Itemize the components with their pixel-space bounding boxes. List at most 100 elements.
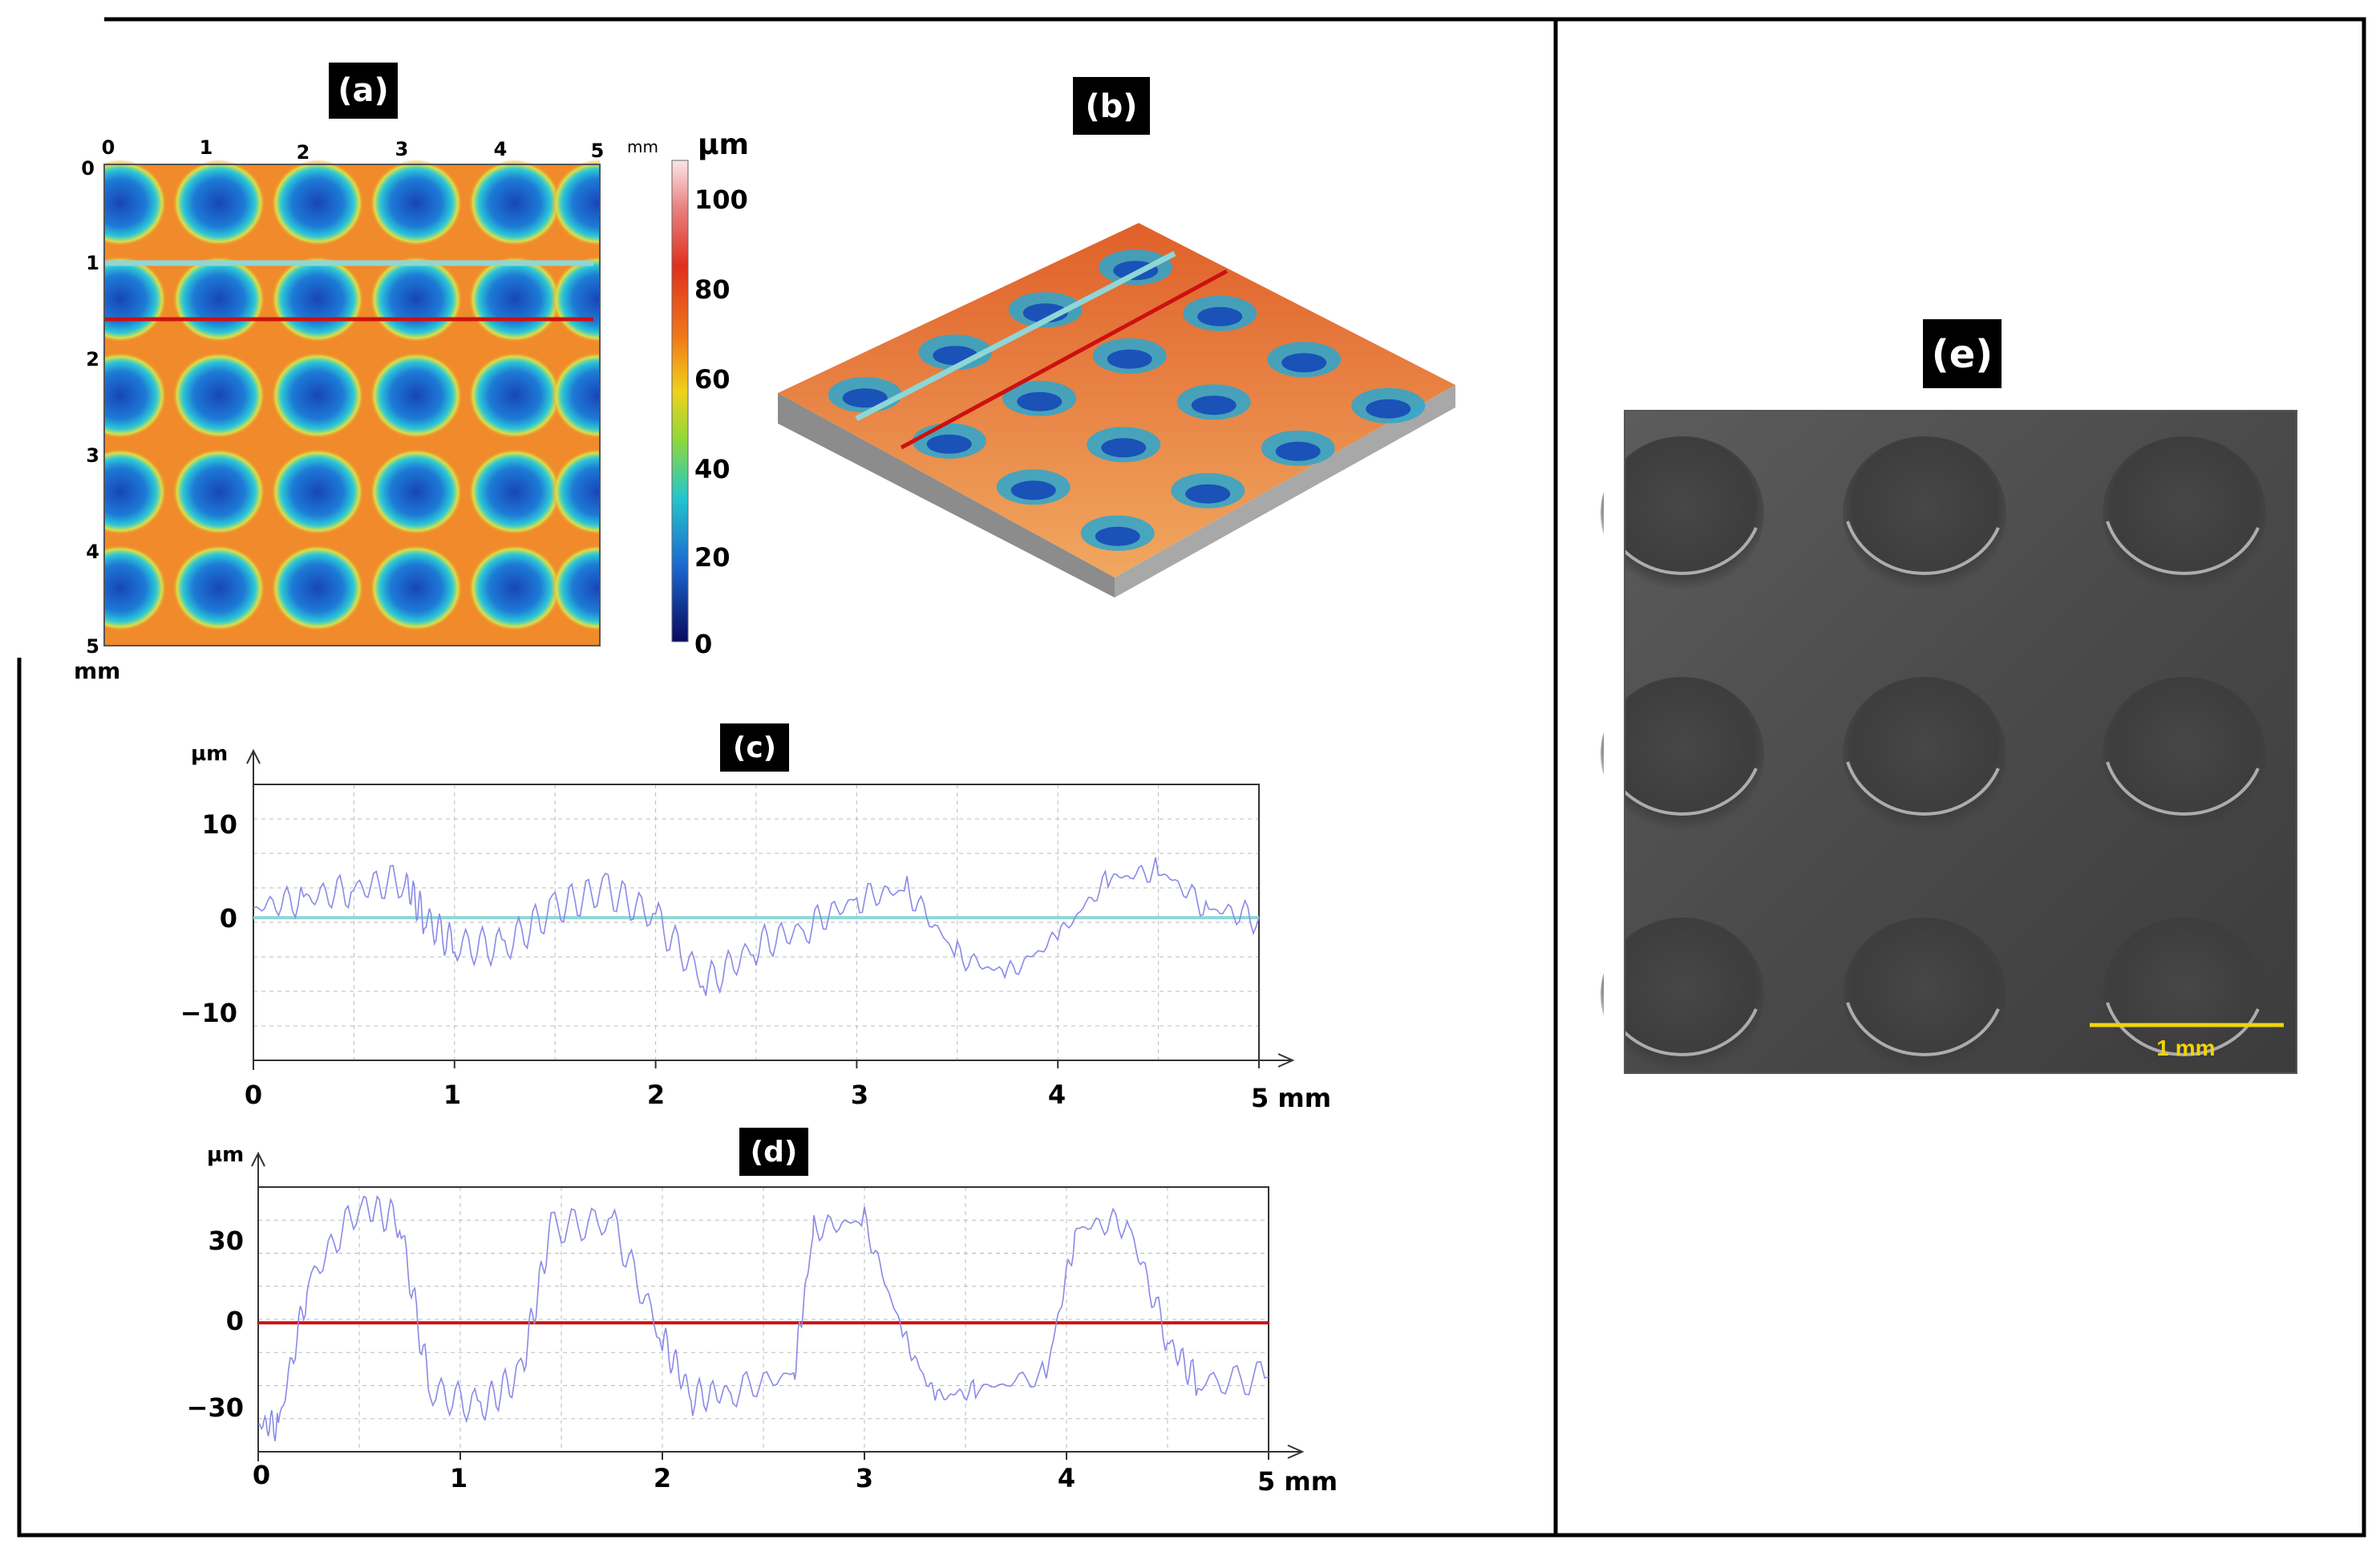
colorbar-unit: µm [698, 128, 749, 161]
c-y-unit: µm [191, 742, 228, 766]
scale-bar-label: 1 mm [2156, 1035, 2215, 1060]
dimple [468, 160, 561, 246]
colorbar-tick: 20 [694, 542, 731, 573]
sem-dimple [2103, 677, 2266, 831]
c-x-tick: 0 [245, 1080, 262, 1110]
dimple [370, 545, 463, 631]
panel-d: (d) µm 30 0 −30 0 1 2 3 4 5 mm [187, 1128, 1338, 1497]
y-tick: 0 [81, 157, 95, 180]
surface-dimple-core [1101, 438, 1147, 458]
x-tick: 5 [591, 140, 605, 162]
c-y-tick: 10 [201, 809, 237, 840]
y-tick: 1 [86, 252, 99, 274]
sem-dimple [1843, 436, 2006, 590]
surface-dimple-core [1197, 306, 1243, 326]
c-x-end-label: 5 mm [1251, 1083, 1331, 1113]
c-x-tick: 2 [647, 1080, 665, 1110]
sem-dimple [1601, 677, 1764, 831]
x-axis-arrow [1287, 1445, 1305, 1459]
panel-e: (e) 1 mm [1601, 319, 2345, 1097]
y-unit: mm [74, 658, 120, 684]
dimple [468, 256, 561, 342]
heatmap-mask [600, 144, 648, 658]
surface-dimple-core [1107, 349, 1152, 369]
surface-dimple-core [1017, 391, 1062, 411]
dimple [271, 545, 364, 631]
y-tick: 5 [86, 635, 99, 658]
profile-trace [253, 857, 1260, 996]
dimple [172, 352, 265, 439]
d-y-unit: µm [207, 1143, 244, 1167]
dimple [271, 256, 364, 342]
c-x-tick: 1 [443, 1080, 461, 1110]
sem-mask [1625, 393, 2297, 411]
y-tick: 3 [86, 444, 99, 467]
panel-e-label: (e) [1932, 332, 1993, 377]
sem-dimple-rim [2106, 761, 2260, 816]
surface-side-left [778, 393, 1115, 598]
d-x-end-label: 5 mm [1257, 1466, 1338, 1497]
x-axis-arrow [1277, 1053, 1295, 1068]
x-tick: 0 [102, 136, 115, 159]
dimple [172, 448, 265, 535]
c-y-tick: 0 [220, 903, 237, 934]
sem-dimples [1601, 393, 2345, 1097]
x-unit: mm [627, 137, 658, 156]
y-tick: 4 [86, 541, 99, 563]
colorbar-tick: 60 [694, 364, 731, 395]
heatmap-x-axis: 0 1 2 3 4 5 mm [102, 136, 658, 164]
c-x-tick: 4 [1048, 1080, 1066, 1110]
x-tick: 3 [395, 138, 409, 160]
d-y-tick: 30 [208, 1226, 244, 1256]
surface-side-right [1115, 385, 1455, 598]
d-x-tick: 1 [450, 1463, 468, 1493]
heatmap-y-axis: 0 1 2 3 4 5 mm [74, 157, 120, 684]
d-x-tick: 0 [253, 1460, 270, 1490]
chart-d [251, 1151, 1305, 1461]
d-x-tick: 2 [654, 1463, 671, 1493]
panel-b: (b) [778, 77, 1455, 598]
dimple [172, 160, 265, 246]
x-tick: 2 [297, 141, 310, 164]
c-x-tick: 3 [851, 1080, 868, 1110]
sem-mask [1625, 1073, 2297, 1097]
dimple [370, 160, 463, 246]
dimple [468, 448, 561, 535]
sem-frame [1624, 410, 2297, 1074]
surface-dimple-core [1366, 399, 1411, 419]
d-x-tick: 4 [1058, 1463, 1075, 1493]
dimple [172, 545, 265, 631]
panel-d-label: (d) [751, 1136, 798, 1169]
dimple [370, 448, 463, 535]
surface-dimples [828, 249, 1426, 551]
surface-dimple-core [1191, 395, 1237, 415]
heatmap-mask [104, 646, 600, 662]
red-section-line-3d [900, 269, 1228, 450]
right-frame [1553, 17, 2366, 1538]
surface-dimple-core [1185, 484, 1231, 504]
y-axis-arrow [246, 748, 261, 764]
sem-mask [1604, 401, 1625, 1091]
c-y-tick: −10 [180, 998, 237, 1028]
d-x-tick: 3 [856, 1463, 873, 1493]
dimple [468, 352, 561, 439]
dimple [370, 256, 463, 342]
profile-trace [257, 1194, 1269, 1441]
x-tick: 4 [494, 138, 508, 160]
surface-dimple-core [842, 388, 888, 408]
panel-a-label: (a) [338, 72, 389, 109]
sem-dimple-rim [2106, 521, 2260, 575]
sem-dimple-rim [1846, 521, 2000, 575]
3d-surface [778, 223, 1455, 598]
sem-dimple-rim [1846, 1002, 2000, 1056]
d-y-tick: −30 [187, 1392, 244, 1423]
colorbar-tick: 0 [694, 629, 712, 659]
sem-mask [2297, 401, 2345, 1091]
cyan-section-line-3d [855, 250, 1176, 422]
sem-dimple [2103, 436, 2266, 590]
chart-c [246, 748, 1295, 1070]
dimple [271, 448, 364, 535]
x-tick: 1 [200, 136, 213, 159]
colorbar-tick: 100 [694, 184, 748, 215]
